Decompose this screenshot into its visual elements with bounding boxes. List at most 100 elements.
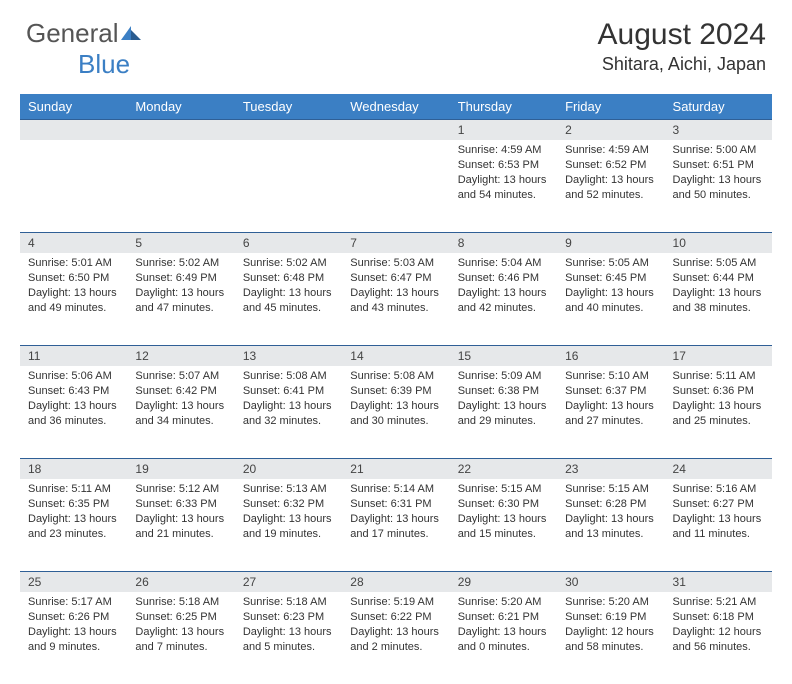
day-number: 2: [557, 119, 664, 140]
day-details: Sunrise: 5:02 AMSunset: 6:48 PMDaylight:…: [235, 253, 342, 321]
day-cell: Sunrise: 5:05 AMSunset: 6:45 PMDaylight:…: [557, 253, 664, 345]
day-number: 22: [450, 458, 557, 479]
day-details: Sunrise: 5:21 AMSunset: 6:18 PMDaylight:…: [665, 592, 772, 660]
logo-word-1: General: [26, 18, 119, 48]
day-number-cell: 10: [665, 232, 772, 253]
day-number-cell: [127, 119, 234, 140]
day-number-row: 11121314151617: [20, 345, 772, 366]
calendar-body: 123Sunrise: 4:59 AMSunset: 6:53 PMDaylig…: [20, 119, 772, 684]
day-number: 23: [557, 458, 664, 479]
day-details: Sunrise: 5:09 AMSunset: 6:38 PMDaylight:…: [450, 366, 557, 434]
day-details: Sunrise: 5:14 AMSunset: 6:31 PMDaylight:…: [342, 479, 449, 547]
day-number: 13: [235, 345, 342, 366]
day-number: 29: [450, 571, 557, 592]
day-cell: Sunrise: 5:09 AMSunset: 6:38 PMDaylight:…: [450, 366, 557, 458]
day-number-cell: 3: [665, 119, 772, 140]
day-number: 6: [235, 232, 342, 253]
day-number: 1: [450, 119, 557, 140]
day-details: Sunrise: 5:20 AMSunset: 6:19 PMDaylight:…: [557, 592, 664, 660]
day-number: 24: [665, 458, 772, 479]
day-header-row: SundayMondayTuesdayWednesdayThursdayFrid…: [20, 94, 772, 119]
day-details: Sunrise: 5:18 AMSunset: 6:25 PMDaylight:…: [127, 592, 234, 660]
day-cell: Sunrise: 5:20 AMSunset: 6:21 PMDaylight:…: [450, 592, 557, 684]
day-details: Sunrise: 5:17 AMSunset: 6:26 PMDaylight:…: [20, 592, 127, 660]
day-cell: Sunrise: 5:18 AMSunset: 6:23 PMDaylight:…: [235, 592, 342, 684]
day-cell: Sunrise: 5:21 AMSunset: 6:18 PMDaylight:…: [665, 592, 772, 684]
day-number-row: 25262728293031: [20, 571, 772, 592]
day-number-cell: [20, 119, 127, 140]
day-number: 26: [127, 571, 234, 592]
day-content-row: Sunrise: 4:59 AMSunset: 6:53 PMDaylight:…: [20, 140, 772, 232]
day-cell: Sunrise: 5:20 AMSunset: 6:19 PMDaylight:…: [557, 592, 664, 684]
day-cell: Sunrise: 5:05 AMSunset: 6:44 PMDaylight:…: [665, 253, 772, 345]
calendar: SundayMondayTuesdayWednesdayThursdayFrid…: [20, 94, 772, 684]
day-cell: Sunrise: 5:02 AMSunset: 6:49 PMDaylight:…: [127, 253, 234, 345]
day-number: 11: [20, 345, 127, 366]
page-title: August 2024: [598, 18, 766, 52]
day-number-cell: 29: [450, 571, 557, 592]
day-number-cell: [342, 119, 449, 140]
day-cell: Sunrise: 5:04 AMSunset: 6:46 PMDaylight:…: [450, 253, 557, 345]
day-number-cell: 14: [342, 345, 449, 366]
day-cell: Sunrise: 5:06 AMSunset: 6:43 PMDaylight:…: [20, 366, 127, 458]
day-cell: Sunrise: 5:00 AMSunset: 6:51 PMDaylight:…: [665, 140, 772, 232]
day-number-cell: 27: [235, 571, 342, 592]
day-details: Sunrise: 5:08 AMSunset: 6:41 PMDaylight:…: [235, 366, 342, 434]
day-header: Saturday: [665, 94, 772, 119]
day-number-cell: 5: [127, 232, 234, 253]
day-cell: [235, 140, 342, 232]
day-cell: [127, 140, 234, 232]
day-number-cell: 30: [557, 571, 664, 592]
day-number-cell: 22: [450, 458, 557, 479]
day-cell: [20, 140, 127, 232]
day-cell: Sunrise: 5:16 AMSunset: 6:27 PMDaylight:…: [665, 479, 772, 571]
day-details: Sunrise: 5:19 AMSunset: 6:22 PMDaylight:…: [342, 592, 449, 660]
day-cell: Sunrise: 5:07 AMSunset: 6:42 PMDaylight:…: [127, 366, 234, 458]
day-content-row: Sunrise: 5:06 AMSunset: 6:43 PMDaylight:…: [20, 366, 772, 458]
day-number-cell: 19: [127, 458, 234, 479]
day-number-cell: 21: [342, 458, 449, 479]
day-number-cell: 13: [235, 345, 342, 366]
day-number: 27: [235, 571, 342, 592]
day-details: Sunrise: 5:05 AMSunset: 6:44 PMDaylight:…: [665, 253, 772, 321]
day-number: 28: [342, 571, 449, 592]
day-cell: Sunrise: 5:01 AMSunset: 6:50 PMDaylight:…: [20, 253, 127, 345]
day-number-cell: 1: [450, 119, 557, 140]
day-number: 14: [342, 345, 449, 366]
day-cell: Sunrise: 5:15 AMSunset: 6:30 PMDaylight:…: [450, 479, 557, 571]
day-content-row: Sunrise: 5:01 AMSunset: 6:50 PMDaylight:…: [20, 253, 772, 345]
day-cell: Sunrise: 5:19 AMSunset: 6:22 PMDaylight:…: [342, 592, 449, 684]
day-number: 3: [665, 119, 772, 140]
day-cell: Sunrise: 4:59 AMSunset: 6:53 PMDaylight:…: [450, 140, 557, 232]
day-details: Sunrise: 5:08 AMSunset: 6:39 PMDaylight:…: [342, 366, 449, 434]
day-cell: Sunrise: 5:17 AMSunset: 6:26 PMDaylight:…: [20, 592, 127, 684]
day-details: Sunrise: 5:10 AMSunset: 6:37 PMDaylight:…: [557, 366, 664, 434]
day-header: Wednesday: [342, 94, 449, 119]
day-cell: Sunrise: 5:10 AMSunset: 6:37 PMDaylight:…: [557, 366, 664, 458]
day-details: Sunrise: 5:15 AMSunset: 6:28 PMDaylight:…: [557, 479, 664, 547]
day-header: Sunday: [20, 94, 127, 119]
day-details: Sunrise: 4:59 AMSunset: 6:53 PMDaylight:…: [450, 140, 557, 208]
day-number: [20, 119, 127, 140]
day-cell: Sunrise: 5:14 AMSunset: 6:31 PMDaylight:…: [342, 479, 449, 571]
day-cell: Sunrise: 5:08 AMSunset: 6:39 PMDaylight:…: [342, 366, 449, 458]
logo: General Blue: [26, 18, 143, 80]
day-content-row: Sunrise: 5:11 AMSunset: 6:35 PMDaylight:…: [20, 479, 772, 571]
day-number: 17: [665, 345, 772, 366]
day-cell: Sunrise: 5:02 AMSunset: 6:48 PMDaylight:…: [235, 253, 342, 345]
day-number-cell: 28: [342, 571, 449, 592]
day-header: Tuesday: [235, 94, 342, 119]
day-number-cell: 18: [20, 458, 127, 479]
title-block: August 2024 Shitara, Aichi, Japan: [598, 18, 766, 75]
day-number-cell: 7: [342, 232, 449, 253]
day-content-row: Sunrise: 5:17 AMSunset: 6:26 PMDaylight:…: [20, 592, 772, 684]
location: Shitara, Aichi, Japan: [598, 54, 766, 75]
day-number: 9: [557, 232, 664, 253]
day-number: [342, 119, 449, 140]
day-number: [127, 119, 234, 140]
day-number: [235, 119, 342, 140]
day-number: 15: [450, 345, 557, 366]
day-number-cell: 2: [557, 119, 664, 140]
day-number-row: 123: [20, 119, 772, 140]
day-details: Sunrise: 5:07 AMSunset: 6:42 PMDaylight:…: [127, 366, 234, 434]
